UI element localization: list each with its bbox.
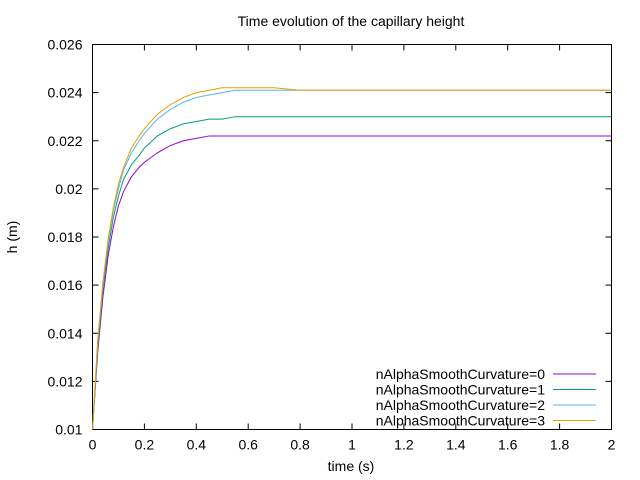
legend-label-0: nAlphaSmoothCurvature=0	[376, 366, 545, 382]
x-tick-label: 0.6	[238, 437, 258, 453]
x-tick-label: 0.2	[135, 437, 155, 453]
legend: nAlphaSmoothCurvature=0nAlphaSmoothCurva…	[376, 366, 596, 429]
x-tick-label: 0.8	[290, 437, 310, 453]
legend-label-2: nAlphaSmoothCurvature=2	[376, 397, 545, 413]
y-tick-label: 0.01	[55, 422, 82, 438]
x-tick-label: 1.4	[446, 437, 466, 453]
series-line-1	[92, 116, 612, 430]
series-group	[92, 87, 612, 430]
y-axis-title: h (m)	[4, 221, 20, 254]
y-tick-label: 0.018	[47, 229, 82, 245]
x-axis: 0 0.2 0.4 0.6 0.8 1 1.2 1.4 1.6 1.8 2	[89, 44, 616, 453]
series-line-3	[92, 87, 612, 430]
y-tick-label: 0.014	[47, 325, 82, 341]
y-tick-label: 0.016	[47, 277, 82, 293]
y-tick-label: 0.022	[47, 133, 82, 149]
x-tick-label: 2	[608, 437, 616, 453]
legend-label-3: nAlphaSmoothCurvature=3	[376, 413, 545, 429]
x-tick-label: 1	[348, 437, 356, 453]
series-line-0	[92, 135, 612, 430]
x-tick-label: 1.8	[550, 437, 570, 453]
x-tick-label: 0	[89, 437, 97, 453]
x-tick-label: 1.2	[394, 437, 414, 453]
y-tick-label: 0.024	[47, 85, 82, 101]
y-axis: 0.01 0.012 0.014 0.016 0.018 0.02 0.022 0.024 0.…	[47, 37, 612, 438]
y-tick-label: 0.02	[55, 181, 82, 197]
legend-label-1: nAlphaSmoothCurvature=1	[376, 382, 545, 398]
chart-title: Time evolution of the capillary height	[238, 13, 465, 29]
x-tick-label: 0.4	[187, 437, 207, 453]
y-tick-label: 0.026	[47, 37, 82, 53]
x-tick-label: 1.6	[498, 437, 518, 453]
x-axis-title: time (s)	[328, 458, 375, 474]
y-tick-label: 0.012	[47, 373, 82, 389]
